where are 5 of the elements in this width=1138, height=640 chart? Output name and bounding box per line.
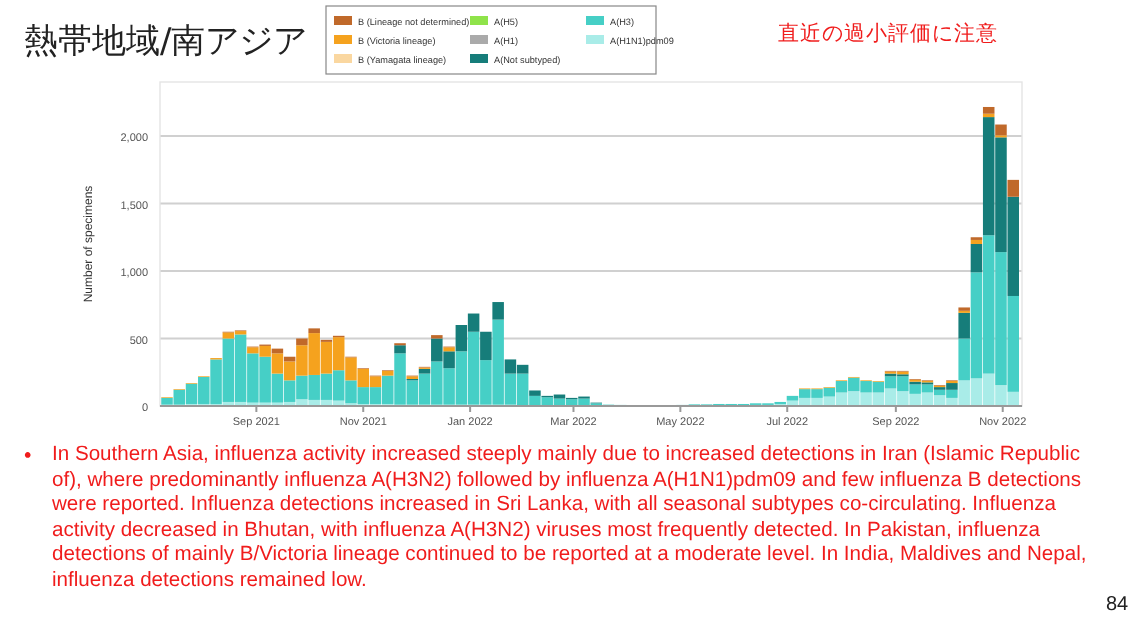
- text: 直近の過小評価に注意: [778, 20, 998, 46]
- chart-title: 熱帯地域/南アジア: [24, 22, 308, 62]
- text: 84: [1106, 594, 1130, 616]
- text: In Southern Asia, influenza activity increased steeply mainly due to increased detections in Iran (Islamic Republic of), where predominantly influenza A(H3N2) followed by influenza A(H1N1)pdm09 and few influenza B detections were reported. Influenza detections increased in Sri Lanka, with all seasonal subtypes co-circulating. Influenza activity decreased in Bhutan, with influenza A(H3N2) viruses most frequently detected. In Pakistan, influenza detections of mainly B/Victoria lineage continued to be reported at a moderate level. In India, Maldives and Nepal, influenza detections remained low.: [52, 444, 1089, 596]
- text: •: [24, 444, 32, 470]
